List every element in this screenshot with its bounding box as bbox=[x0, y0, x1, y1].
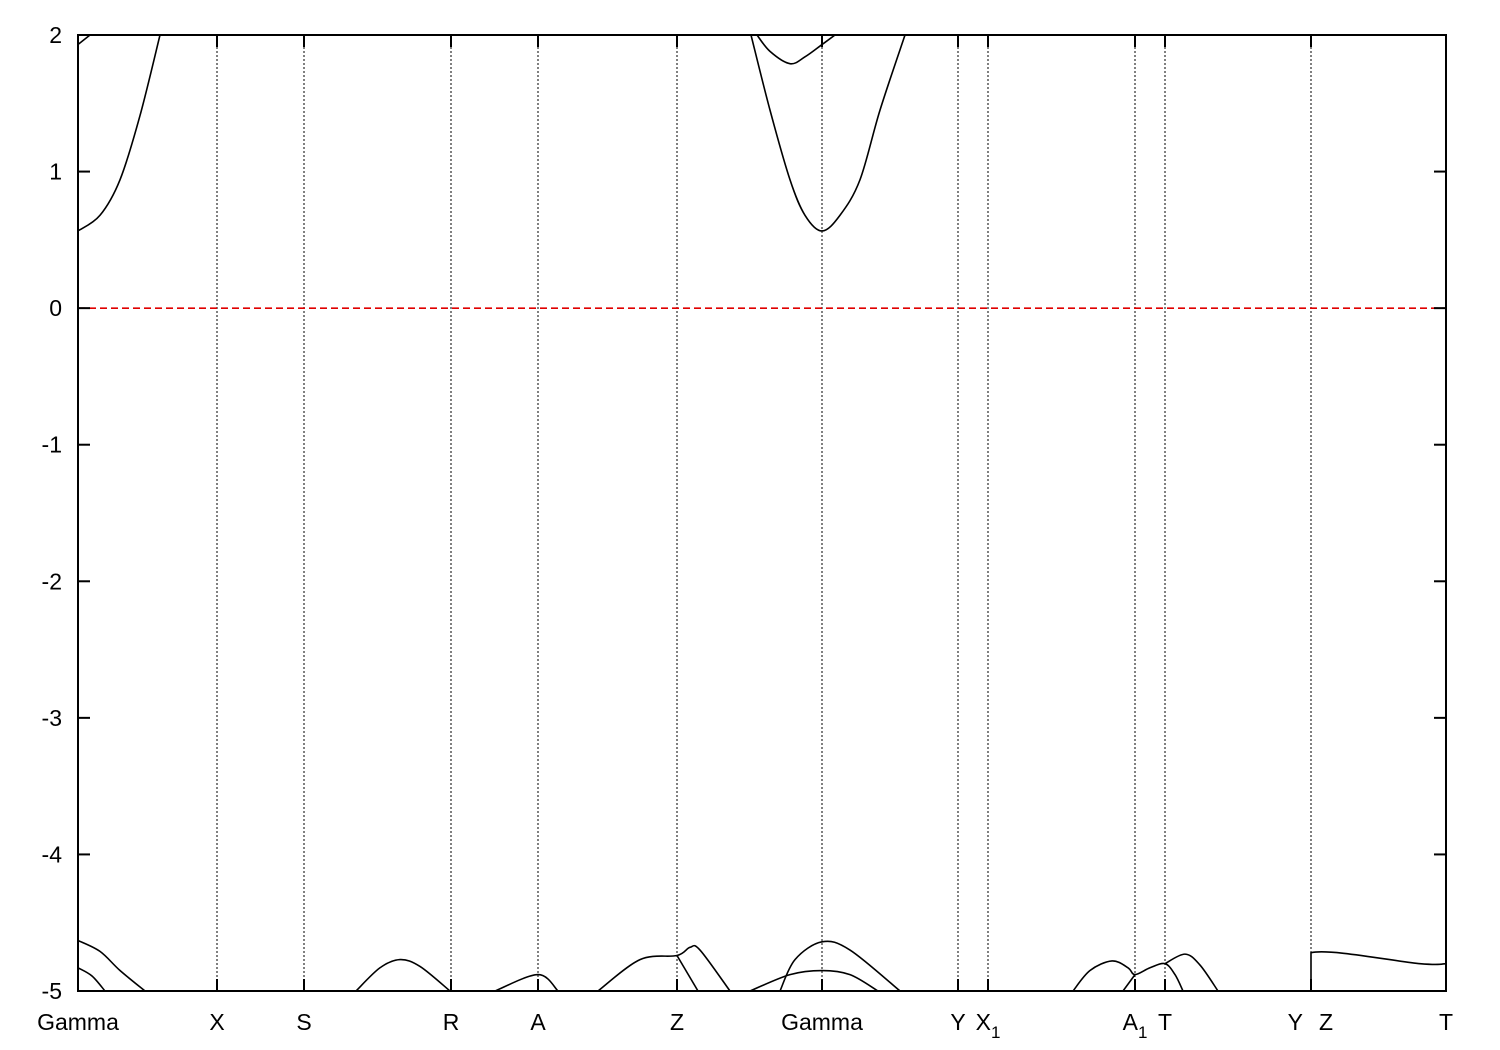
x-tick-label: Z bbox=[1319, 1009, 1333, 1035]
y-axis-ticks: -5 -4 -3 -2 -1 0 1 2 bbox=[42, 22, 1446, 1004]
y-tick-label: -4 bbox=[42, 841, 63, 867]
x-tick-label: Y bbox=[950, 1009, 965, 1035]
x-tick-label: S bbox=[296, 1009, 311, 1035]
x-tick-label: T bbox=[1158, 1009, 1172, 1035]
band-line bbox=[676, 955, 699, 991]
plot-frame bbox=[77, 34, 1447, 992]
band-line bbox=[1164, 953, 1219, 991]
x-tick-label: A bbox=[530, 1009, 546, 1035]
x-tick-label: X bbox=[209, 1009, 224, 1035]
y-tick-label: -5 bbox=[42, 978, 62, 1004]
band-line bbox=[779, 940, 901, 991]
band-line bbox=[750, 35, 906, 232]
band-line bbox=[1310, 951, 1446, 991]
band-line bbox=[78, 35, 161, 232]
band-curves bbox=[78, 35, 1446, 991]
y-tick-label: -3 bbox=[42, 705, 62, 731]
band-line bbox=[494, 973, 559, 991]
band-line bbox=[78, 939, 146, 991]
x-tick-label: Gamma bbox=[781, 1009, 863, 1035]
x-tick-label: R bbox=[443, 1009, 460, 1035]
x-tick-label: Z bbox=[670, 1009, 684, 1035]
band-line bbox=[355, 958, 451, 991]
x-tick-label: Gamma bbox=[37, 1009, 119, 1035]
x-tick-label: T bbox=[1439, 1009, 1453, 1035]
y-tick-label: 2 bbox=[49, 22, 62, 48]
band-line bbox=[597, 944, 731, 991]
x-tick-label: A1 bbox=[1123, 1009, 1148, 1042]
y-tick-label: 0 bbox=[49, 295, 62, 321]
y-tick-label: -1 bbox=[42, 432, 62, 458]
band-line bbox=[1072, 960, 1184, 991]
band-line bbox=[78, 967, 106, 991]
y-tick-label: 1 bbox=[49, 159, 62, 185]
band-line bbox=[78, 35, 91, 46]
band-line bbox=[756, 35, 836, 65]
high-symmetry-lines bbox=[216, 35, 1312, 991]
band-line bbox=[1122, 974, 1136, 991]
x-tick-label: Y bbox=[1288, 1009, 1303, 1035]
y-tick-label: -2 bbox=[42, 568, 62, 594]
x-axis-ticks: Gamma X S R A Z Gamma Y X1 A1 T Y Z T bbox=[37, 35, 1453, 1042]
x-tick-label: X1 bbox=[976, 1009, 1001, 1042]
band-line bbox=[749, 969, 879, 991]
